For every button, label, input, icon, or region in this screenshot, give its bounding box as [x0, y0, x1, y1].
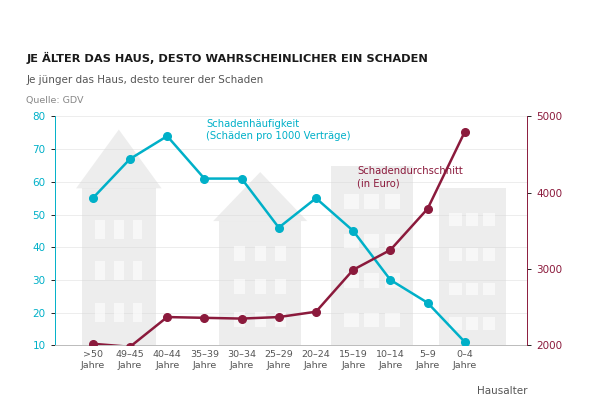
Polygon shape [255, 246, 265, 261]
Polygon shape [450, 317, 462, 329]
Polygon shape [466, 213, 478, 226]
Polygon shape [450, 282, 462, 295]
Polygon shape [82, 188, 156, 345]
Text: Schadendurchschnitt
(in Euro): Schadendurchschnitt (in Euro) [357, 166, 462, 188]
Text: Schadenhäufigkeit
(Schäden pro 1000 Verträge): Schadenhäufigkeit (Schäden pro 1000 Vert… [206, 119, 351, 141]
Polygon shape [275, 279, 286, 294]
Polygon shape [466, 317, 478, 329]
Polygon shape [213, 172, 307, 221]
Polygon shape [483, 248, 495, 260]
Polygon shape [364, 194, 379, 209]
Polygon shape [235, 279, 245, 294]
Polygon shape [76, 129, 162, 188]
Polygon shape [235, 312, 245, 327]
Polygon shape [364, 273, 379, 288]
Polygon shape [133, 303, 142, 322]
Polygon shape [466, 282, 478, 295]
Text: JE ÄLTER DAS HAUS, DESTO WAHRSCHEINLICHER EIN SCHADEN: JE ÄLTER DAS HAUS, DESTO WAHRSCHEINLICHE… [26, 52, 428, 64]
Polygon shape [385, 313, 399, 327]
Polygon shape [95, 303, 105, 322]
Polygon shape [364, 234, 379, 248]
Polygon shape [114, 262, 124, 280]
Polygon shape [385, 194, 399, 209]
Polygon shape [439, 188, 506, 345]
Polygon shape [95, 220, 105, 239]
Polygon shape [275, 312, 286, 327]
Polygon shape [483, 317, 495, 329]
Polygon shape [344, 194, 359, 209]
Text: Quelle: GDV: Quelle: GDV [26, 96, 84, 105]
Polygon shape [483, 282, 495, 295]
Text: Hausalter: Hausalter [477, 386, 527, 396]
Polygon shape [331, 166, 413, 345]
Polygon shape [114, 220, 124, 239]
Polygon shape [344, 313, 359, 327]
Polygon shape [466, 248, 478, 260]
Polygon shape [483, 213, 495, 226]
Polygon shape [450, 248, 462, 260]
Polygon shape [219, 221, 301, 345]
Polygon shape [385, 234, 399, 248]
Polygon shape [133, 220, 142, 239]
Polygon shape [255, 279, 265, 294]
Polygon shape [235, 246, 245, 261]
Polygon shape [133, 262, 142, 280]
Text: Je jünger das Haus, desto teurer der Schaden: Je jünger das Haus, desto teurer der Sch… [26, 75, 264, 85]
Polygon shape [95, 262, 105, 280]
Polygon shape [344, 273, 359, 288]
Polygon shape [344, 234, 359, 248]
Polygon shape [385, 273, 399, 288]
Polygon shape [255, 312, 265, 327]
Polygon shape [275, 246, 286, 261]
Polygon shape [364, 313, 379, 327]
Polygon shape [450, 213, 462, 226]
Polygon shape [114, 303, 124, 322]
